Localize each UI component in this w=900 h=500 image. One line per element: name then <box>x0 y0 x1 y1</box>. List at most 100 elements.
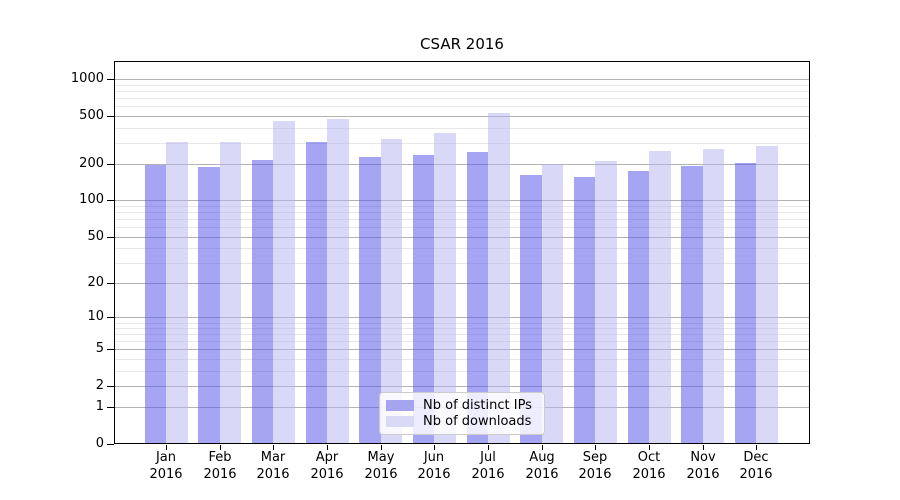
bar-nov-downloads <box>702 149 725 444</box>
y-tick-mark <box>107 444 114 445</box>
x-tick-label: Jan 2016 <box>149 450 183 482</box>
legend-label-distinct-ips: Nb of distinct IPs <box>423 398 532 413</box>
y-tick-mark <box>107 317 114 318</box>
bar-apr-distinct-ips <box>305 142 327 444</box>
x-tick-mark <box>166 445 167 450</box>
legend-swatch-distinct-ips <box>386 400 414 411</box>
bar-may-distinct-ips <box>359 157 381 444</box>
gridline-major <box>115 386 809 387</box>
chart-title: CSAR 2016 <box>420 35 504 53</box>
gridline-minor <box>115 359 809 360</box>
x-tick-mark <box>273 445 274 450</box>
bar-jul-downloads <box>488 113 510 444</box>
x-tick-mark <box>703 445 704 450</box>
bar-jan-downloads <box>166 142 188 444</box>
gridline-major <box>115 349 809 350</box>
gridline-major <box>115 116 809 117</box>
x-tick-mark <box>381 445 382 450</box>
x-tick-mark <box>327 445 328 450</box>
y-tick-label: 50 <box>87 229 104 244</box>
gridline-minor <box>115 91 809 92</box>
gridline-minor <box>115 328 809 329</box>
y-tick-label: 5 <box>95 341 104 356</box>
bar-oct-distinct-ips <box>627 171 650 444</box>
y-tick-mark <box>107 200 114 201</box>
gridline-minor <box>115 98 809 99</box>
legend-swatch-downloads <box>386 416 414 427</box>
bar-jun-distinct-ips <box>412 155 435 444</box>
y-tick-label: 0 <box>95 436 104 451</box>
y-tick-mark <box>107 237 114 238</box>
x-tick-mark <box>542 445 543 450</box>
legend-label-downloads: Nb of downloads <box>423 414 532 429</box>
gridline-major <box>115 200 809 201</box>
y-tick-label: 200 <box>79 156 104 171</box>
gridline-minor <box>115 323 809 324</box>
x-tick-label: May 2016 <box>364 450 398 482</box>
bar-oct-downloads <box>649 151 671 444</box>
bar-aug-downloads <box>541 164 564 444</box>
legend-row-downloads: Nb of downloads <box>386 414 536 429</box>
gridline-minor <box>115 143 809 144</box>
gridline-minor <box>115 85 809 86</box>
x-tick-mark <box>220 445 221 450</box>
x-tick-mark <box>434 445 435 450</box>
bar-dec-distinct-ips <box>734 163 757 444</box>
gridline-major <box>115 283 809 284</box>
y-tick-mark <box>107 407 114 408</box>
bar-may-downloads <box>380 139 403 444</box>
y-tick-mark <box>107 283 114 284</box>
gridline-minor <box>115 106 809 107</box>
gridline-minor <box>115 371 809 372</box>
x-tick-label: Nov 2016 <box>686 450 720 482</box>
bar-feb-distinct-ips <box>198 167 220 444</box>
gridline-minor <box>115 128 809 129</box>
y-tick-mark <box>107 164 114 165</box>
x-tick-mark <box>756 445 757 450</box>
bar-dec-downloads <box>756 146 778 444</box>
x-tick-label: Aug 2016 <box>525 450 559 482</box>
gridline-major <box>115 237 809 238</box>
bar-apr-downloads <box>327 119 349 444</box>
y-tick-label: 20 <box>87 275 104 290</box>
x-tick-label: Jul 2016 <box>471 450 505 482</box>
x-tick-label: Feb 2016 <box>203 450 237 482</box>
y-tick-label: 500 <box>79 108 104 123</box>
gridline-major <box>115 79 809 80</box>
y-tick-label: 10 <box>87 309 104 324</box>
bar-sep-downloads <box>595 161 617 444</box>
legend: Nb of distinct IPs Nb of downloads <box>379 392 545 435</box>
y-tick-label: 100 <box>79 192 104 207</box>
y-tick-mark <box>107 349 114 350</box>
x-tick-label: Dec 2016 <box>739 450 773 482</box>
x-tick-mark <box>595 445 596 450</box>
gridline-minor <box>115 206 809 207</box>
x-tick-label: Mar 2016 <box>256 450 290 482</box>
x-tick-label: Apr 2016 <box>310 450 344 482</box>
bar-mar-distinct-ips <box>251 160 274 444</box>
x-tick-label: Oct 2016 <box>632 450 666 482</box>
gridline-major <box>115 317 809 318</box>
x-tick-mark <box>488 445 489 450</box>
gridline-minor <box>115 248 809 249</box>
gridline-minor <box>115 227 809 228</box>
legend-row-distinct-ips: Nb of distinct IPs <box>386 398 536 413</box>
bar-jul-distinct-ips <box>466 152 489 444</box>
gridline-minor <box>115 263 809 264</box>
y-tick-label: 1 <box>95 399 104 414</box>
gridline-major <box>115 164 809 165</box>
bar-mar-downloads <box>273 121 295 444</box>
bar-sep-distinct-ips <box>573 177 596 444</box>
x-tick-label: Jun 2016 <box>417 450 451 482</box>
bar-jun-downloads <box>434 133 456 444</box>
y-tick-label: 1000 <box>70 71 104 86</box>
gridline-minor <box>115 212 809 213</box>
bar-jan-distinct-ips <box>144 165 166 444</box>
x-tick-label: Sep 2016 <box>578 450 612 482</box>
y-tick-mark <box>107 79 114 80</box>
bar-feb-downloads <box>219 142 242 444</box>
y-tick-mark <box>107 386 114 387</box>
gridline-minor <box>115 219 809 220</box>
bar-aug-distinct-ips <box>520 175 542 444</box>
